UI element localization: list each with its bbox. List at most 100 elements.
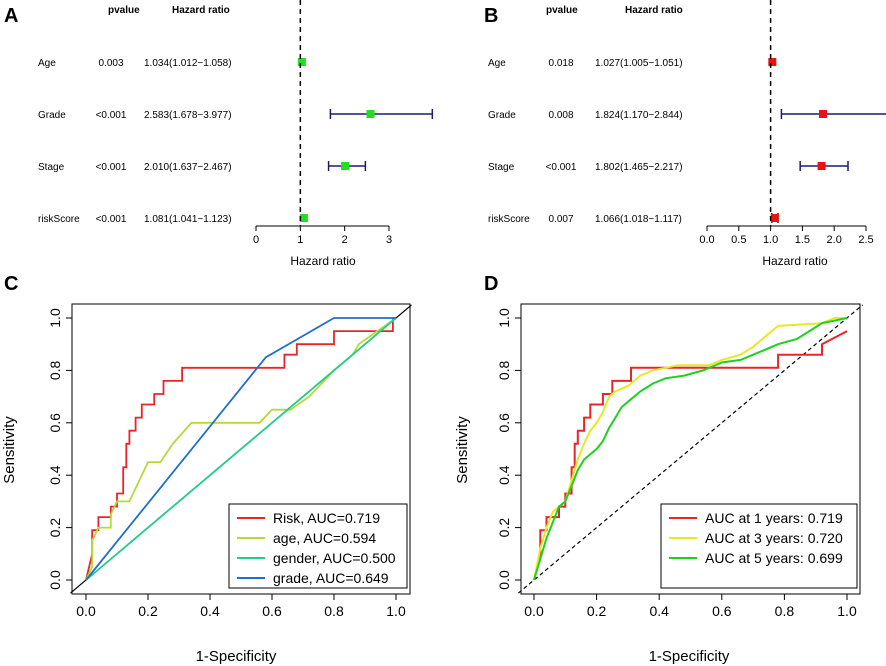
roc-diagonal <box>517 304 864 594</box>
roc-legend-label: AUC at 5 years: 0.699 <box>705 550 843 566</box>
roc-y-tick-label: 1.0 <box>496 308 512 328</box>
forest-row-name: Stage <box>38 162 65 173</box>
roc-c-xlabel: 1-Specificity <box>196 648 277 665</box>
forest-hr-box <box>817 162 826 170</box>
roc-x-tick-label: 0.8 <box>324 603 344 619</box>
forest-hr-box <box>366 110 375 118</box>
forest-plot-b: Age 0.018 1.027(1.005−1.051) Grade 0.008 1.82… <box>488 0 886 246</box>
roc-c-ylabel: Sensitivity <box>1 416 18 484</box>
roc-curve-risk <box>85 318 394 581</box>
roc-y-tick-label: 0.8 <box>496 360 512 380</box>
roc-y-tick-label: 0.2 <box>496 518 512 538</box>
roc-legend-label: gender, AUC=0.500 <box>273 550 396 566</box>
forest-hr-box <box>819 110 828 118</box>
forest-x-tick-label: 0.5 <box>731 234 746 246</box>
forest-row-name: Grade <box>488 110 516 121</box>
roc-x-tick-label: 1.0 <box>386 603 406 619</box>
roc-plot-d: 0.0 0.0 0.2 0.2 0.4 0.4 0.6 0.6 0.8 0.8 1.0 1.0 AUC … <box>496 303 864 619</box>
roc-curve-gender <box>85 317 397 581</box>
forest-row-hr-text: 2.583(1.678−3.977) <box>144 110 232 121</box>
forest-row-pvalue: <0.001 <box>96 214 127 225</box>
forest-b-xlabel: Hazard ratio <box>762 254 828 268</box>
roc-x-tick-label: 0.8 <box>775 603 795 619</box>
forest-x-tick-label: 2 <box>342 234 348 246</box>
forest-row-hr-text: 2.010(1.637−2.467) <box>144 162 232 173</box>
forest-x-tick-label: 0.0 <box>699 234 714 246</box>
forest-row-pvalue: 0.008 <box>548 110 573 121</box>
roc-x-tick-label: 0.2 <box>587 603 607 619</box>
forest-plot-a: Age 0.003 1.034(1.012−1.058) Grade <0.001 2.5… <box>38 0 434 246</box>
forest-row-name: riskScore <box>38 214 80 225</box>
roc-curve-grade <box>85 317 396 581</box>
forest-hr-box <box>770 214 779 222</box>
forest-row-name: Stage <box>488 162 515 173</box>
forest-row-name: riskScore <box>488 214 530 225</box>
forest-x-tick-label: 3 <box>386 234 392 246</box>
forest-hr-box <box>297 58 306 66</box>
forest-x-tick-label: 2.5 <box>858 234 873 246</box>
forest-x-tick-label: 2.0 <box>827 234 842 246</box>
roc-y-tick-label: 0.6 <box>47 413 63 433</box>
roc-x-tick-label: 0.0 <box>524 603 544 619</box>
forest-row-name: Age <box>38 58 56 69</box>
forest-row-hr-text: 1.027(1.005−1.051) <box>595 58 683 69</box>
roc-y-tick-label: 0.8 <box>47 360 63 380</box>
forest-row-pvalue: 0.018 <box>548 58 573 69</box>
roc-curve-1-years <box>533 330 848 581</box>
roc-x-tick-label: 1.0 <box>837 603 857 619</box>
forest-row-hr-text: 1.066(1.018−1.117) <box>595 214 682 225</box>
panel-letter-a: A <box>4 5 18 27</box>
forest-x-tick-label: 1.0 <box>763 234 778 246</box>
forest-b-hr-header: Hazard ratio <box>625 5 683 16</box>
panel-letter-c: C <box>4 273 18 295</box>
forest-row-pvalue: <0.001 <box>546 162 577 173</box>
forest-row-name: Grade <box>38 110 66 121</box>
forest-row-name: Age <box>488 58 506 69</box>
forest-row-pvalue: <0.001 <box>96 110 127 121</box>
forest-x-tick-label: 0 <box>253 234 259 246</box>
roc-legend-label: AUC at 3 years: 0.720 <box>705 530 843 546</box>
roc-d-xlabel: 1-Specificity <box>649 648 730 665</box>
panel-letter-b: B <box>484 5 498 27</box>
roc-y-tick-label: 0.6 <box>496 413 512 433</box>
roc-legend-label: grade, AUC=0.649 <box>273 570 389 586</box>
roc-y-tick-label: 0.4 <box>496 465 512 485</box>
roc-legend-label: Risk, AUC=0.719 <box>273 510 380 526</box>
forest-a-pvalue-header: pvalue <box>108 5 140 16</box>
roc-curve-5-years <box>533 317 848 581</box>
forest-row-pvalue: 0.003 <box>98 58 123 69</box>
forest-hr-box <box>768 58 777 66</box>
roc-plot-c: 0.0 0.0 0.2 0.2 0.4 0.4 0.6 0.6 0.8 0.8 1.0 1.0 Risk… <box>47 303 412 619</box>
forest-row-hr-text: 1.081(1.041−1.123) <box>144 214 232 225</box>
roc-x-tick-label: 0.6 <box>712 603 732 619</box>
panel-letter-d: D <box>484 273 498 295</box>
forest-row-hr-text: 1.824(1.170−2.844) <box>595 110 683 121</box>
roc-y-tick-label: 0.0 <box>47 570 63 590</box>
forest-x-tick-label: 1.5 <box>795 234 810 246</box>
roc-x-tick-label: 0.2 <box>138 603 158 619</box>
roc-d-ylabel: Sensitivity <box>454 416 471 484</box>
roc-x-tick-label: 0.6 <box>262 603 282 619</box>
forest-x-tick-label: 1 <box>297 234 303 246</box>
forest-row-hr-text: 1.034(1.012−1.058) <box>144 58 232 69</box>
forest-row-hr-text: 1.802(1.465−2.217) <box>595 162 683 173</box>
roc-y-tick-label: 0.0 <box>496 570 512 590</box>
roc-legend: Risk, AUC=0.719 age, AUC=0.594 gender, AUC… <box>228 503 408 589</box>
roc-legend-label: age, AUC=0.594 <box>273 530 376 546</box>
roc-legend: AUC at 1 years: 0.719 AUC at 3 years: 0.7… <box>660 503 858 589</box>
roc-y-tick-label: 0.4 <box>47 465 63 485</box>
forest-hr-box <box>299 214 308 222</box>
roc-x-tick-label: 0.4 <box>649 603 669 619</box>
forest-row-pvalue: <0.001 <box>96 162 127 173</box>
roc-x-tick-label: 0.0 <box>76 603 96 619</box>
forest-hr-box <box>341 162 350 170</box>
forest-a-xlabel: Hazard ratio <box>290 254 356 268</box>
roc-legend-label: AUC at 1 years: 0.719 <box>705 510 843 526</box>
forest-a-hr-header: Hazard ratio <box>172 5 230 16</box>
forest-b-pvalue-header: pvalue <box>546 5 578 16</box>
roc-y-tick-label: 0.2 <box>47 518 63 538</box>
roc-y-tick-label: 1.0 <box>47 308 63 328</box>
forest-row-pvalue: 0.007 <box>548 214 573 225</box>
roc-x-tick-label: 0.4 <box>200 603 220 619</box>
